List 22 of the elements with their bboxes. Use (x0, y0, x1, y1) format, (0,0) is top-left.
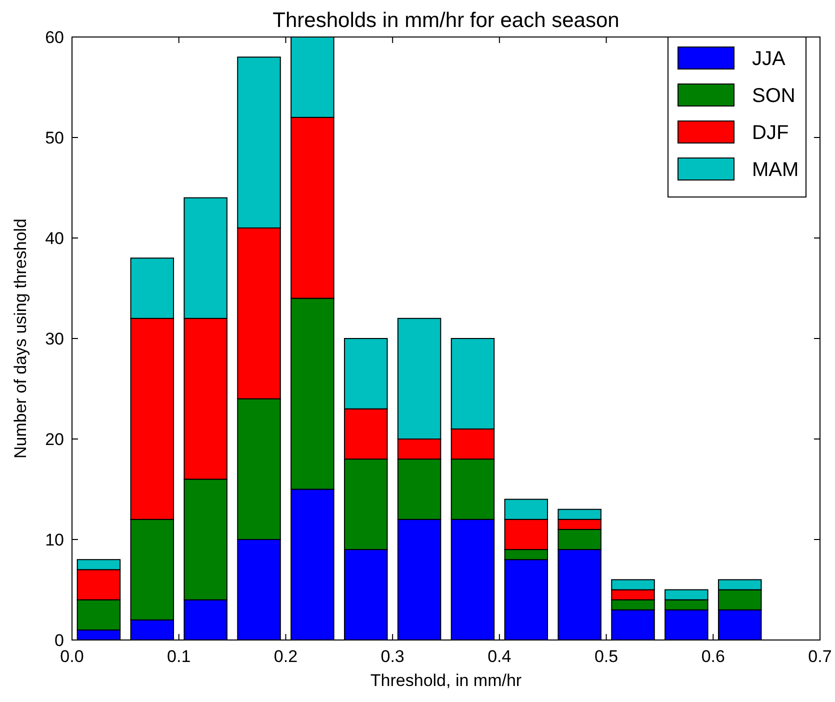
x-tick-label: 0.7 (808, 647, 832, 666)
x-axis-title: Threshold, in mm/hr (370, 671, 522, 690)
y-tick-label: 30 (45, 330, 64, 348)
legend-label: DJF (752, 122, 789, 144)
y-axis-title: Number of days using threshold (11, 218, 30, 459)
x-tick-label: 0.5 (594, 647, 618, 666)
legend-label: SON (752, 85, 796, 107)
x-tick-label: 0.6 (701, 647, 725, 666)
legend-label: JJA (752, 48, 786, 70)
y-tick-label: 10 (45, 530, 64, 550)
x-tick-label: 0.2 (274, 647, 298, 666)
chart-title: Thresholds in mm/hr for each season (272, 9, 620, 32)
y-tick-label: 0 (54, 631, 64, 650)
y-tick-label: 20 (45, 430, 64, 449)
legend-label: MAM (752, 159, 799, 181)
y-tick-label: 40 (45, 229, 64, 248)
x-tick-label: 0.1 (167, 647, 191, 666)
x-tick-label: 0.3 (380, 647, 404, 666)
x-tick-label: 0.4 (488, 647, 512, 666)
y-tick-label: 60 (45, 28, 64, 47)
x-tick-label: 0.0 (60, 647, 84, 666)
y-tick-label: 50 (45, 128, 64, 148)
